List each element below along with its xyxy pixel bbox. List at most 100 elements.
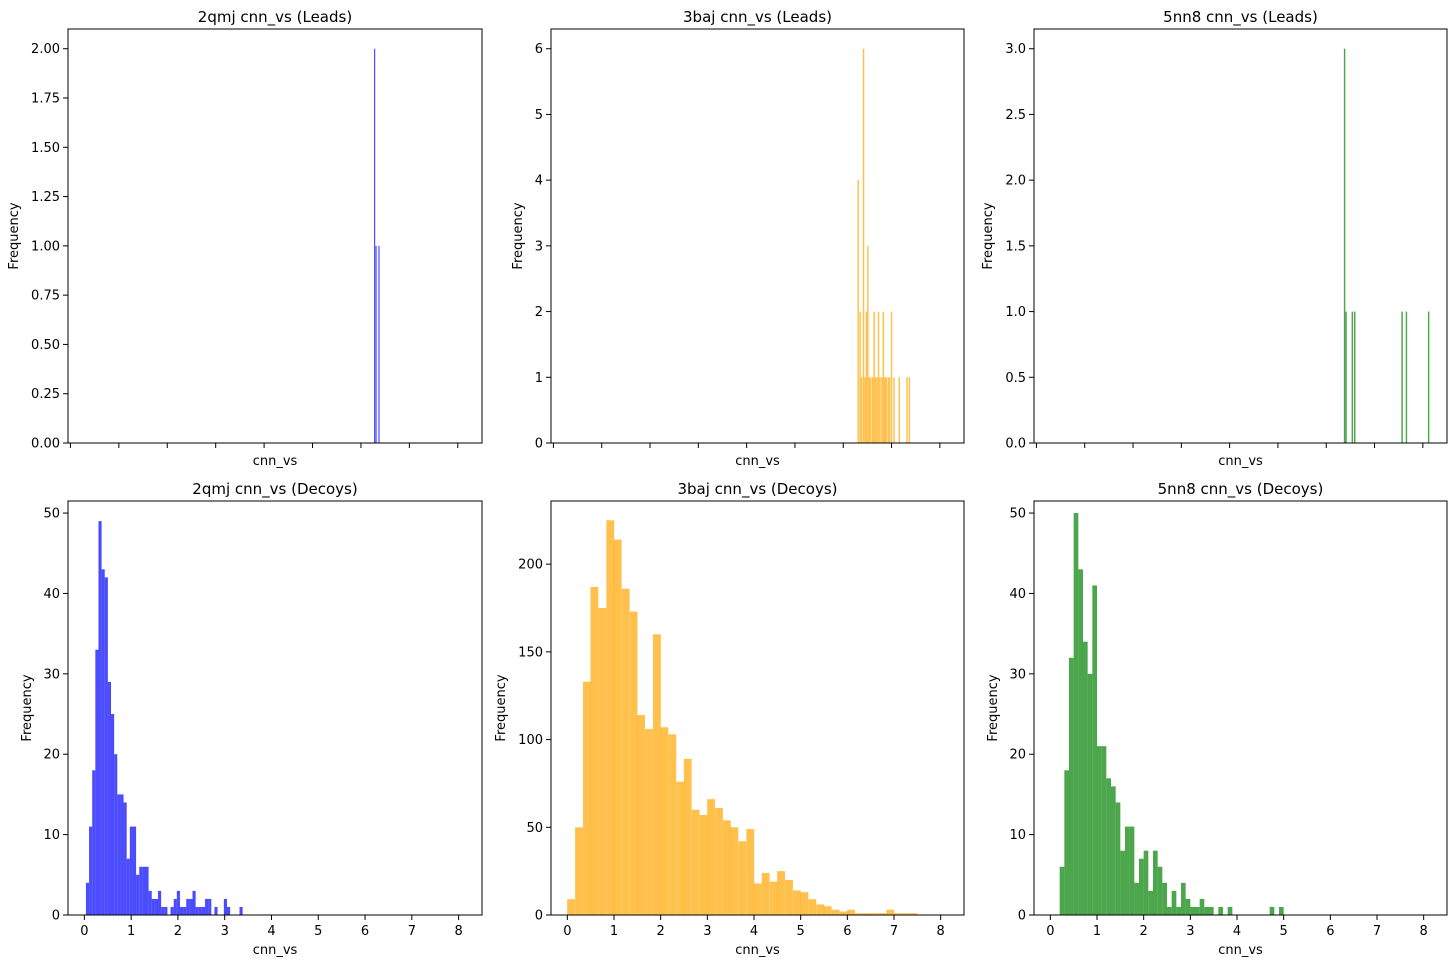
x-tick-label: 0 <box>80 924 88 939</box>
histogram-bar <box>777 871 785 915</box>
histogram-bar <box>1269 906 1275 915</box>
histogram-bar <box>201 906 206 915</box>
y-tick-label: 1.0 <box>1005 305 1026 320</box>
histogram-bar <box>1106 778 1111 915</box>
histogram-bar <box>816 904 825 915</box>
histogram-bar <box>1059 866 1065 915</box>
histogram-bar <box>1083 641 1088 915</box>
histogram-bar <box>85 882 90 915</box>
x-tick-label: 8 <box>1420 924 1428 939</box>
y-tick-label: 0 <box>535 437 543 452</box>
histogram-bar <box>1139 858 1144 915</box>
subplot-6: 0 10 20 30 40 50 0 1 2 3 4 5 6 7 8 5nn8 cnn_vs (Decoys)… <box>986 480 1448 958</box>
subplot-5: 0 50 100 150 200 0 1 2 3 4 5 6 7 8 3baj cnn_vs (Decoys… <box>494 480 965 958</box>
histogram-bar <box>1185 898 1191 915</box>
histogram-bar <box>170 906 174 915</box>
histogram-bar <box>908 377 911 443</box>
y-tick-label: 30 <box>1009 667 1026 682</box>
histogram-bar <box>114 754 118 915</box>
x-tick-label: 3 <box>1186 924 1194 939</box>
axes-frame <box>550 500 965 916</box>
histogram-bar <box>878 913 887 915</box>
histogram-bar <box>1227 906 1233 915</box>
y-tick-label: 0.25 <box>31 387 60 402</box>
histogram-bar <box>1073 513 1079 915</box>
histogram-bar <box>98 521 102 915</box>
y-tick-label: 0 <box>535 909 543 924</box>
x-tick-label: 2 <box>174 924 182 939</box>
histogram-bar <box>808 899 817 915</box>
x-axis-label: cnn_vs <box>735 454 780 469</box>
histogram-bar <box>117 794 121 915</box>
histogram-bar <box>871 377 874 443</box>
subplot-title: 2qmj cnn_vs (Leads) <box>198 8 352 27</box>
histogram-bar <box>1195 906 1200 915</box>
y-tick-label: 0.00 <box>31 437 60 452</box>
histogram-bar <box>575 827 583 915</box>
histogram-bar <box>179 906 184 915</box>
x-tick-label: 5 <box>797 924 805 939</box>
y-tick-label: 1.50 <box>31 141 60 156</box>
subplot-4: 0 10 20 30 40 50 0 1 2 3 4 5 6 7 8 2qmj cnn_vs (Decoys)… <box>20 480 483 958</box>
subplot-1: 0.00 0.25 0.50 0.75 1.00 1.25 1.50 1.75 2.00 2qmj… <box>7 8 483 469</box>
histogram-bar <box>1097 746 1102 915</box>
histogram-bar <box>860 377 863 443</box>
histogram-bar <box>1134 882 1139 915</box>
histogram-bar <box>374 48 376 443</box>
histogram-bar <box>1064 770 1069 915</box>
histogram-bar <box>1209 906 1214 915</box>
histogram-bar <box>873 311 875 443</box>
histogram-bar <box>823 906 832 915</box>
histogram-bar <box>375 245 377 443</box>
histogram-bar <box>107 681 112 915</box>
histogram-bar <box>205 898 209 915</box>
y-tick-label: 200 <box>518 558 543 573</box>
histogram-bar <box>629 611 638 915</box>
y-tick-label: 1.75 <box>31 92 60 107</box>
x-axis-label: cnn_vs <box>253 454 298 469</box>
histogram-bar <box>876 377 878 443</box>
histogram-bar <box>590 586 599 915</box>
histogram-bar <box>839 911 848 915</box>
histogram-bar <box>1405 311 1408 443</box>
histogram-bar <box>129 826 133 915</box>
x-tick-label: 3 <box>221 924 229 939</box>
histogram-bar <box>691 809 700 915</box>
y-tick-label: 1.00 <box>31 239 60 254</box>
histogram-bar <box>831 909 840 915</box>
histogram-bar <box>893 377 895 443</box>
histogram-bar <box>800 892 809 915</box>
y-tick-label: 0 <box>52 909 60 924</box>
x-tick-label: 4 <box>750 924 758 939</box>
y-tick-label: 5 <box>535 108 543 123</box>
histogram-bar <box>583 681 591 915</box>
histogram-bar <box>847 909 855 915</box>
histogram-bar <box>214 906 218 915</box>
histogram-bar <box>136 874 140 915</box>
histogram-bar <box>699 815 708 915</box>
histogram-bar <box>870 913 879 915</box>
histogram-bar <box>723 820 731 915</box>
histogram-bar <box>676 781 685 915</box>
histogram-bar <box>1354 311 1356 443</box>
histogram-bar <box>884 377 886 443</box>
subplot-title: 5nn8 cnn_vs (Leads) <box>1163 8 1318 27</box>
y-tick-label: 50 <box>43 507 60 522</box>
histogram-bar <box>1199 898 1205 915</box>
y-tick-label: 2 <box>535 305 543 320</box>
histogram-bar <box>1129 826 1135 915</box>
x-tick-label: 8 <box>454 924 462 939</box>
histogram-bar <box>1153 850 1158 915</box>
x-axis-label: cnn_vs <box>253 943 298 958</box>
histogram-bar <box>753 883 762 915</box>
histogram-bar <box>769 881 778 915</box>
x-tick-label: 4 <box>1233 924 1241 939</box>
histogram-bar <box>859 311 861 443</box>
histogram-bar <box>761 872 770 915</box>
histogram-bar <box>126 858 130 915</box>
histogram-bar <box>1157 866 1163 915</box>
histogram-bar <box>865 311 868 443</box>
x-tick-label: 8 <box>937 924 945 939</box>
histogram-bar <box>161 906 165 915</box>
